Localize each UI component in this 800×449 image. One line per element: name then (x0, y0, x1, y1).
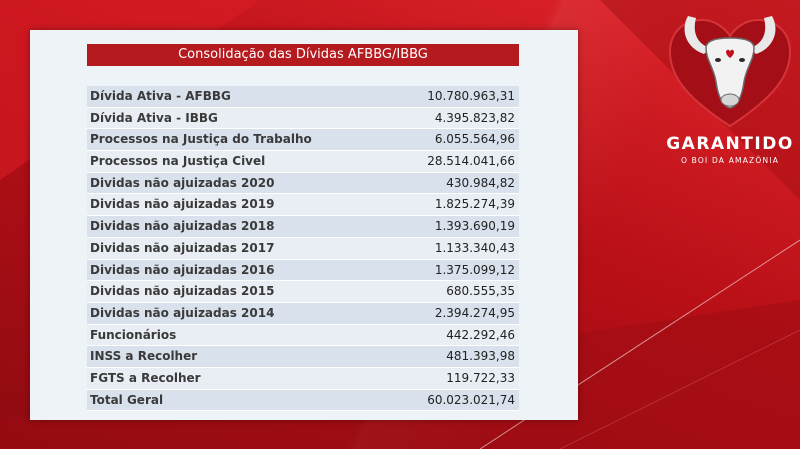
table-row: FGTS a Recolher 119.722,33 (87, 367, 519, 390)
table-row: Funcionários 442.292,46 (87, 324, 519, 347)
row-label: Dividas não ajuizadas 2020 (90, 175, 275, 190)
row-value: 6.055.564,96 (434, 132, 515, 147)
row-value: 28.514.041,66 (427, 154, 515, 169)
table-row: Dividas não ajuizadas 2020 430.984,82 (87, 172, 519, 195)
row-label: Dividas não ajuizadas 2015 (90, 284, 275, 299)
row-label: INSS a Recolher (90, 349, 198, 364)
row-value: 4.395.823,82 (434, 110, 515, 125)
row-value: 430.984,82 (446, 175, 515, 190)
row-value: 10.780.963,31 (427, 89, 515, 103)
row-value: 1.375.099,12 (434, 262, 515, 277)
table-row: Processos na Justiça Civel 28.514.041,66 (87, 151, 519, 173)
table-row: Dividas não ajuizadas 2016 1.375.099,12 (87, 259, 519, 282)
table-row: Dividas não ajuizadas 2018 1.393.690,19 (87, 216, 519, 238)
row-label: Dividas não ajuizadas 2018 (90, 219, 275, 234)
row-value: 481.393,98 (446, 349, 515, 364)
debt-table: Dívida Ativa - AFBBG 10.780.963,31 Dívida … (87, 86, 519, 412)
bull-heart-logo-icon (668, 16, 792, 128)
row-value: 442.292,46 (446, 327, 515, 342)
row-label: Dívida Ativa - IBBG (90, 110, 218, 125)
row-label: Dividas não ajuizadas 2016 (90, 262, 275, 277)
row-label: Processos na Justiça do Trabalho (90, 132, 312, 147)
logo-subtitle: O BOI DA AMAZÔNIA (680, 156, 780, 165)
row-value: 2.394.274,95 (434, 305, 515, 320)
debt-table-card: Consolidação das Dívidas AFBBG/IBBG Dívi… (30, 30, 578, 420)
table-row: Dividas não ajuizadas 2017 1.133.340,43 (87, 237, 519, 260)
row-value: 1.393.690,19 (434, 219, 515, 234)
row-label: Processos na Justiça Civel (90, 154, 266, 169)
table-row: Dívida Ativa - IBBG 4.395.823,82 (87, 107, 519, 130)
row-label: Dividas não ajuizadas 2014 (90, 305, 275, 320)
row-label: Dívida Ativa - AFBBG (90, 89, 231, 103)
table-title: Consolidação das Dívidas AFBBG/IBBG (87, 44, 519, 66)
row-label: Dividas não ajuizadas 2017 (90, 240, 275, 255)
table-row: Dividas não ajuizadas 2015 680.555,35 (87, 281, 519, 303)
row-label: Funcionários (90, 327, 177, 342)
row-label: Dividas não ajuizadas 2019 (90, 197, 275, 212)
table-row: Dividas não ajuizadas 2014 2.394.274,95 (87, 302, 519, 325)
table-row: Dívida Ativa - AFBBG 10.780.963,31 (87, 86, 519, 108)
table-row: Processos na Justiça do Trabalho 6.055.56… (87, 129, 519, 152)
table-row: Dividas não ajuizadas 2019 1.825.274,39 (87, 194, 519, 217)
row-value: 1.825.274,39 (434, 197, 515, 212)
row-value: 119.722,33 (446, 370, 515, 385)
row-label: Total Geral (90, 392, 164, 407)
logo-name: GARANTIDO (666, 134, 794, 154)
row-value: 1.133.340,43 (434, 240, 515, 255)
row-label: FGTS a Recolher (90, 370, 201, 385)
row-value: 60.023.021,74 (427, 392, 515, 407)
row-value: 680.555,35 (446, 284, 515, 299)
table-row: INSS a Recolher 481.393,98 (87, 346, 519, 368)
garantido-logo: GARANTIDO O BOI DA AMAZÔNIA (660, 8, 800, 178)
total-row: Total Geral 60.023.021,74 (87, 389, 519, 412)
